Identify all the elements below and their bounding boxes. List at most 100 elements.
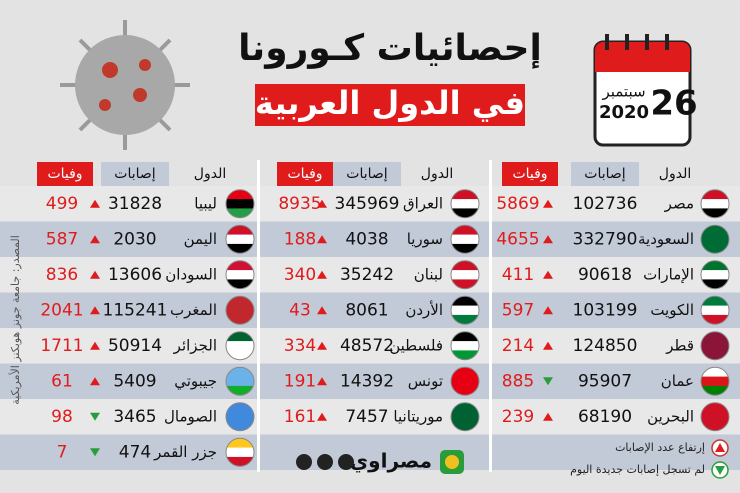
flag-ring: [700, 295, 730, 325]
flag-stripe: [451, 402, 479, 413]
trend-up: [317, 412, 327, 421]
header-box: [101, 162, 169, 186]
deaths: 188: [284, 229, 316, 249]
flag: [701, 367, 729, 396]
deaths: 836: [46, 265, 78, 285]
trend-up: [317, 270, 327, 279]
flag-stripe: [701, 376, 729, 387]
flag-stripe: [451, 314, 479, 325]
flag: [451, 225, 479, 254]
header-box: [37, 162, 93, 186]
trend-up: [90, 270, 100, 279]
cases: 474: [119, 442, 151, 462]
column-header: إصابات: [114, 166, 155, 182]
flag-ring: [225, 437, 255, 467]
flag-ring: [700, 189, 730, 219]
deaths: 191: [284, 371, 316, 391]
column-header: الدول: [659, 166, 691, 182]
legend-up: إرتفاع عدد الإصابات: [615, 441, 705, 454]
country: البحرين: [647, 407, 694, 425]
flag-ring: [700, 224, 730, 254]
deaths: 334: [284, 336, 316, 356]
flag-stripe: [451, 208, 479, 218]
flag-stripe: [226, 456, 254, 467]
virus-image: [60, 20, 190, 150]
legend-icons: [711, 439, 729, 479]
trend-up: [90, 306, 100, 315]
flag-stripe: [451, 199, 479, 209]
flag-ring: [700, 366, 730, 396]
flag: [226, 189, 254, 218]
flag: [226, 367, 254, 396]
flag-stripe: [226, 421, 254, 431]
flag-ring: [225, 224, 255, 254]
flag-stripe: [451, 305, 479, 316]
date-year: 2020: [599, 102, 649, 123]
flag-ring: [450, 402, 480, 432]
flag-stripe: [226, 331, 254, 342]
flag-stripe: [226, 402, 254, 413]
flag: [701, 296, 729, 325]
flag-stripe: [226, 350, 254, 360]
country: تونس: [408, 372, 443, 390]
cases: 345969: [335, 194, 400, 214]
flag-stripe: [451, 260, 479, 271]
subtitle: في الدول العربية: [255, 84, 525, 122]
flag-ring: [700, 402, 730, 432]
country: العراق: [403, 194, 443, 212]
row-band: [0, 292, 740, 328]
cases: 95907: [578, 371, 632, 391]
deaths: 4655: [496, 229, 539, 249]
flag: [451, 189, 479, 218]
cases: 7457: [345, 407, 388, 427]
flag-stripe: [226, 189, 254, 200]
deaths: 8935: [278, 194, 321, 214]
logo: [440, 450, 464, 474]
flag: [226, 438, 254, 467]
flag: [226, 225, 254, 254]
row-band: [0, 257, 740, 293]
flag-stripe: [701, 270, 729, 280]
cases: 8061: [345, 300, 388, 320]
cases: 102736: [573, 194, 638, 214]
flag: [701, 189, 729, 218]
trend-up: [543, 270, 553, 279]
flag-ring: [700, 260, 730, 290]
calendar: [593, 34, 692, 147]
flag-ring: [225, 295, 255, 325]
flag-ring: [225, 260, 255, 290]
trend-up: [317, 199, 327, 208]
flag-ring: [450, 189, 480, 219]
column-header: إصابات: [584, 166, 625, 182]
flag-stripe: [226, 367, 254, 378]
country: المغرب: [170, 301, 217, 319]
flag-stripe: [701, 260, 729, 271]
row-band: [0, 363, 740, 399]
country: قطر: [665, 336, 694, 354]
flag: [701, 260, 729, 289]
trend-up: [543, 199, 553, 208]
deaths: 161: [284, 407, 316, 427]
flag-stripe: [226, 199, 254, 209]
row-band: [0, 186, 740, 222]
trend-up: [90, 199, 100, 208]
deaths: 411: [502, 265, 534, 285]
flag-ring: [450, 331, 480, 361]
row-band: [0, 434, 740, 470]
flag-ring: [450, 295, 480, 325]
flag-stripe: [451, 350, 479, 360]
deaths: 1711: [40, 336, 83, 356]
column-header: إصابات: [346, 166, 387, 182]
flag-stripe: [701, 243, 729, 254]
cases: 103199: [573, 300, 638, 320]
trend-up: [543, 306, 553, 315]
country: عمان: [661, 372, 694, 390]
trend-up: [543, 341, 553, 350]
flag-stripe: [701, 331, 729, 342]
cases: 35242: [340, 265, 394, 285]
deaths: 2041: [40, 300, 83, 320]
legend-down: لم تسجل إصابات جديدة اليوم: [570, 463, 705, 476]
deaths: 885: [502, 371, 534, 391]
cases: 68190: [578, 407, 632, 427]
